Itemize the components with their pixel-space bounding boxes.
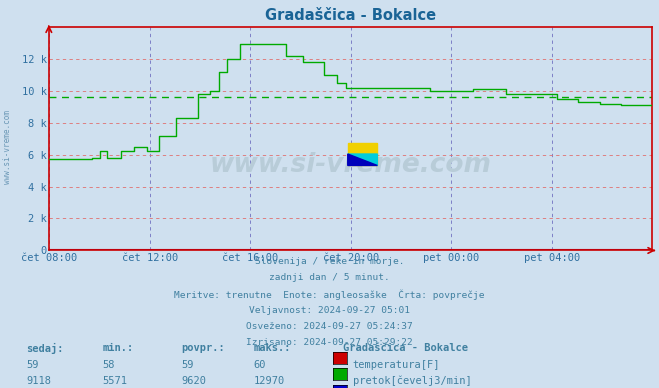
Text: 58: 58 [102, 360, 115, 370]
Text: 12970: 12970 [254, 376, 285, 386]
Text: min.:: min.: [102, 343, 133, 353]
Title: Gradaščica - Bokalce: Gradaščica - Bokalce [266, 8, 436, 23]
Text: 60: 60 [254, 360, 266, 370]
Text: Meritve: trenutne  Enote: angleosaške  Črta: povprečje: Meritve: trenutne Enote: angleosaške Črt… [174, 289, 485, 300]
Text: povpr.:: povpr.: [181, 343, 225, 353]
Text: zadnji dan / 5 minut.: zadnji dan / 5 minut. [269, 273, 390, 282]
Polygon shape [348, 154, 378, 166]
Text: 59: 59 [26, 360, 39, 370]
Text: 9118: 9118 [26, 376, 51, 386]
Text: temperatura[F]: temperatura[F] [353, 360, 440, 370]
Text: 5571: 5571 [102, 376, 127, 386]
Text: Slovenija / reke in morje.: Slovenija / reke in morje. [255, 257, 404, 266]
Text: pretok[čevelj3/min]: pretok[čevelj3/min] [353, 376, 471, 386]
Text: www.si-vreme.com: www.si-vreme.com [210, 152, 492, 178]
Text: www.si-vreme.com: www.si-vreme.com [3, 111, 13, 184]
Text: Veljavnost: 2024-09-27 05:01: Veljavnost: 2024-09-27 05:01 [249, 306, 410, 315]
Bar [348, 142, 378, 166]
Text: Osveženo: 2024-09-27 05:24:37: Osveženo: 2024-09-27 05:24:37 [246, 322, 413, 331]
Text: maks.:: maks.: [254, 343, 291, 353]
Polygon shape [348, 154, 378, 166]
Text: Gradaščica - Bokalce: Gradaščica - Bokalce [343, 343, 468, 353]
Text: Izrisano: 2024-09-27 05:29:22: Izrisano: 2024-09-27 05:29:22 [246, 338, 413, 347]
Text: sedaj:: sedaj: [26, 343, 64, 354]
Text: 9620: 9620 [181, 376, 206, 386]
Text: 59: 59 [181, 360, 194, 370]
